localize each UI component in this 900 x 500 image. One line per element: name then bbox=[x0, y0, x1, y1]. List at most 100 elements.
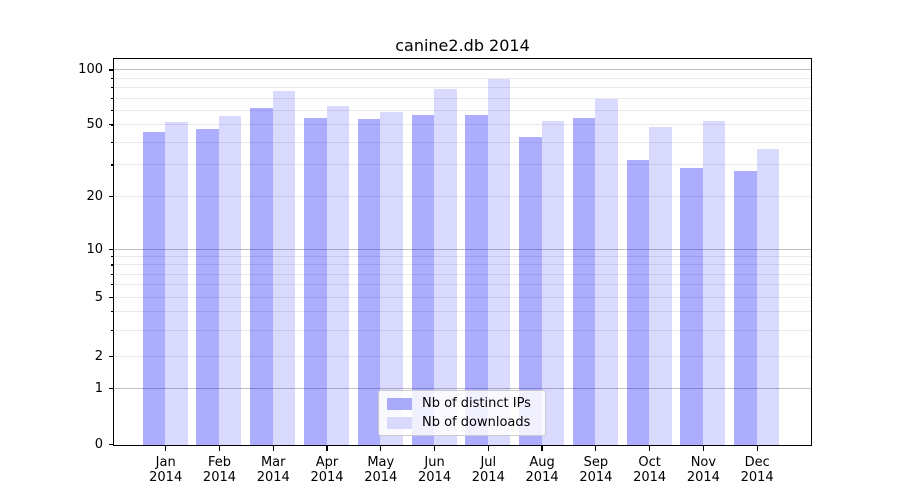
x-tick-mark-jun bbox=[433, 446, 436, 451]
x-tick-label-jan: Jan 2014 bbox=[136, 455, 196, 485]
bar-apr-downloads bbox=[326, 105, 349, 445]
bar-jun-distinct-ips bbox=[411, 115, 435, 445]
x-tick-label-aug: Aug 2014 bbox=[512, 455, 572, 485]
x-tick-month: Aug bbox=[529, 455, 555, 470]
x-tick-month: Oct bbox=[638, 455, 661, 470]
x-tick-month: Mar bbox=[260, 455, 286, 470]
x-tick-label-dec: Dec 2014 bbox=[727, 455, 787, 485]
x-tick-label-jul: Jul 2014 bbox=[458, 455, 518, 485]
y-minor-tick-mark-4 bbox=[110, 311, 114, 313]
x-tick-label-mar: Mar 2014 bbox=[243, 455, 303, 485]
x-tick-year: 2014 bbox=[149, 470, 183, 485]
bar-jul-downloads bbox=[487, 78, 511, 445]
y-tick-mark-1 bbox=[108, 387, 114, 389]
y-tick-label-5: 5 bbox=[94, 289, 103, 305]
x-tick-mark-mar bbox=[272, 446, 274, 451]
x-tick-month: Dec bbox=[744, 455, 770, 470]
x-tick-label-feb: Feb 2014 bbox=[189, 455, 249, 485]
x-tick-month: Jan bbox=[155, 455, 176, 470]
gridline-minor-40 bbox=[114, 141, 811, 143]
bar-nov-downloads bbox=[702, 120, 726, 445]
y-minor-tick-mark-50 bbox=[110, 124, 114, 126]
x-tick-month: Nov bbox=[690, 455, 717, 470]
bar-oct-distinct-ips bbox=[626, 160, 650, 445]
x-tick-mark-feb bbox=[218, 446, 221, 451]
gridline-minor-80 bbox=[114, 87, 811, 89]
x-tick-month: Jul bbox=[480, 455, 497, 470]
x-tick-mark-dec bbox=[756, 446, 758, 451]
x-tick-year: 2014 bbox=[525, 470, 559, 485]
x-tick-month: Jun bbox=[424, 455, 445, 470]
bar-jan-distinct-ips bbox=[142, 131, 166, 445]
bar-jan-downloads bbox=[165, 122, 188, 445]
bar-feb-distinct-ips bbox=[196, 128, 219, 445]
bar-mar-distinct-ips bbox=[250, 108, 273, 445]
y-tick-mark-10 bbox=[108, 248, 114, 251]
x-tick-mark-apr bbox=[326, 446, 328, 451]
gridline-minor-2 bbox=[114, 355, 811, 357]
bar-sep-downloads bbox=[595, 98, 618, 445]
chart-title: canine2.db 2014 bbox=[395, 36, 530, 55]
gridline-minor-30 bbox=[114, 164, 811, 166]
x-tick-month: Feb bbox=[207, 455, 231, 470]
gridline-major-10 bbox=[114, 249, 811, 250]
gridline-minor-50 bbox=[114, 124, 811, 126]
legend: Nb of distinct IPs Nb of downloads bbox=[378, 390, 546, 436]
y-minor-tick-mark-8 bbox=[110, 264, 114, 266]
y-minor-tick-mark-40 bbox=[110, 141, 114, 144]
legend-label-downloads: Nb of downloads bbox=[422, 415, 531, 430]
y-tick-label-2: 2 bbox=[94, 348, 103, 364]
gridline-minor-7 bbox=[114, 273, 811, 275]
bar-jun-downloads bbox=[434, 89, 457, 445]
x-tick-mark-sep bbox=[595, 446, 597, 451]
bar-may-downloads bbox=[380, 112, 403, 445]
legend-label-distinct-ips: Nb of distinct IPs bbox=[422, 396, 531, 411]
y-tick-label-20: 20 bbox=[86, 189, 103, 205]
y-tick-label-0: 0 bbox=[94, 437, 103, 452]
x-tick-label-sep: Sep 2014 bbox=[566, 455, 626, 485]
x-tick-label-apr: Apr 2014 bbox=[297, 455, 357, 485]
bar-may-distinct-ips bbox=[357, 119, 381, 445]
x-tick-label-nov: Nov 2014 bbox=[673, 455, 733, 485]
x-tick-mark-jul bbox=[487, 446, 489, 451]
bar-oct-downloads bbox=[649, 126, 672, 445]
gridline-minor-60 bbox=[114, 109, 811, 111]
y-minor-tick-mark-30 bbox=[110, 164, 114, 166]
x-tick-month: Sep bbox=[583, 455, 609, 470]
y-tick-label-1: 1 bbox=[94, 380, 103, 396]
bar-apr-distinct-ips bbox=[304, 117, 327, 445]
y-tick-mark-100 bbox=[108, 69, 114, 71]
gridline-minor-90 bbox=[114, 77, 811, 79]
plot-area: Nb of distinct IPs Nb of downloads bbox=[113, 58, 812, 446]
legend-swatch-distinct-ips bbox=[387, 397, 412, 410]
bar-feb-downloads bbox=[218, 116, 242, 445]
gridline-minor-8 bbox=[114, 264, 811, 266]
x-tick-mark-oct bbox=[649, 446, 651, 451]
y-minor-tick-mark-90 bbox=[110, 77, 114, 80]
x-tick-month: May bbox=[367, 455, 395, 470]
x-tick-label-jun: Jun 2014 bbox=[405, 455, 465, 485]
x-tick-year: 2014 bbox=[202, 470, 237, 485]
y-minor-tick-mark-5 bbox=[110, 296, 114, 299]
x-tick-year: 2014 bbox=[579, 470, 613, 485]
bar-dec-distinct-ips bbox=[734, 170, 757, 445]
y-tick-label-50: 50 bbox=[86, 117, 103, 133]
gridline-minor-9 bbox=[114, 256, 811, 258]
y-tick-label-100: 100 bbox=[78, 62, 103, 78]
x-tick-mark-aug bbox=[541, 446, 543, 451]
x-tick-year: 2014 bbox=[310, 470, 344, 485]
y-tick-mark-0 bbox=[108, 443, 114, 446]
x-tick-year: 2014 bbox=[740, 470, 774, 485]
bar-mar-downloads bbox=[272, 91, 296, 445]
gridline-minor-20 bbox=[114, 196, 811, 198]
legend-item-distinct-ips: Nb of distinct IPs bbox=[387, 396, 537, 411]
x-tick-year: 2014 bbox=[256, 470, 290, 485]
gridline-minor-3 bbox=[114, 329, 811, 331]
x-tick-mark-jan bbox=[165, 446, 167, 451]
x-tick-mark-nov bbox=[702, 446, 704, 451]
y-minor-tick-mark-7 bbox=[110, 273, 114, 275]
x-tick-month: Apr bbox=[315, 455, 339, 470]
gridline-minor-4 bbox=[114, 311, 811, 313]
gridline-minor-5 bbox=[114, 296, 811, 298]
